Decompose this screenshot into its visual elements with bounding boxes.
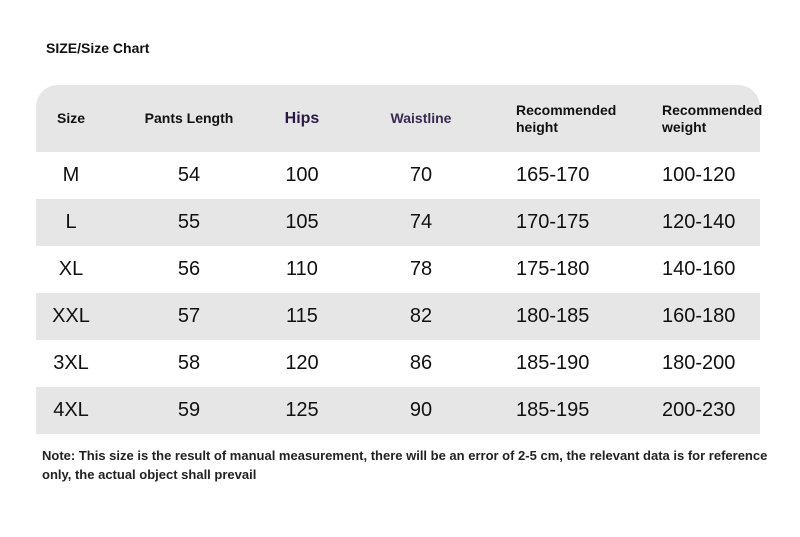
- header-cell: Hips: [284, 110, 320, 127]
- table-cell: 86: [409, 352, 433, 374]
- table-cell: 120: [285, 352, 319, 374]
- table-cell: 140-160: [662, 258, 736, 280]
- table-cell: M: [62, 164, 80, 186]
- table-header: Size Pants Length Hips Waistline Recomme…: [36, 85, 762, 152]
- table-cell: 82: [409, 305, 433, 327]
- table-cell: 54: [177, 164, 201, 186]
- header-cell: Waistline: [390, 110, 452, 126]
- page-title: SIZE/Size Chart: [46, 40, 150, 56]
- table-cell: 120-140: [662, 211, 736, 233]
- table-cell: 160-180: [662, 305, 736, 327]
- table-cell: 185-195: [516, 399, 590, 421]
- table-cell: 74: [409, 211, 433, 233]
- table-row: XXL 57 115 82 180-185 160-180: [36, 293, 760, 340]
- table-cell: 3XL: [53, 352, 89, 374]
- table-cell: 185-190: [516, 352, 590, 374]
- table-cell: 175-180: [516, 258, 590, 280]
- header-cell: Recommended weight: [662, 101, 763, 135]
- table-cell: 55: [177, 211, 201, 233]
- table-cell: 105: [285, 211, 319, 233]
- table-cell: 165-170: [516, 164, 590, 186]
- table-cell: 78: [409, 258, 433, 280]
- table-row: M 54 100 70 165-170 100-120: [36, 152, 760, 199]
- header-cell: Recommended height: [516, 101, 617, 135]
- table-cell: 115: [286, 305, 318, 327]
- table-row: L 55 105 74 170-175 120-140: [36, 199, 760, 246]
- header-cell: Size: [56, 110, 85, 126]
- table-cell: 180-185: [516, 305, 590, 327]
- table-row: 4XL 59 125 90 185-195 200-230: [36, 387, 760, 434]
- table-cell: 110: [286, 258, 318, 280]
- table-cell: 4XL: [53, 399, 89, 421]
- table-cell: 125: [285, 399, 319, 421]
- table-cell: 59: [177, 399, 201, 421]
- note-text: Note: This size is the result of manual …: [42, 448, 768, 482]
- size-table: Size Pants Length Hips Waistline Recomme…: [36, 85, 762, 434]
- header-cell: Pants Length: [144, 110, 234, 126]
- table-row: XL 56 110 78 175-180 140-160: [36, 246, 760, 293]
- table-cell: 56: [177, 258, 201, 280]
- table-cell: 100-120: [662, 164, 736, 186]
- table-cell: 90: [409, 399, 433, 421]
- table-cell: 100: [285, 164, 319, 186]
- table-cell: 70: [409, 164, 433, 186]
- table-row: 3XL 58 120 86 185-190 180-200: [36, 340, 760, 387]
- table-cell: 180-200: [662, 352, 736, 374]
- table-cell: 170-175: [516, 211, 590, 233]
- table-cell: L: [65, 211, 77, 233]
- table-cell: 58: [177, 352, 201, 374]
- table-cell: XL: [58, 258, 84, 280]
- table-cell: 200-230: [662, 399, 736, 421]
- table-cell: XXL: [52, 305, 90, 327]
- table-cell: 57: [177, 305, 201, 327]
